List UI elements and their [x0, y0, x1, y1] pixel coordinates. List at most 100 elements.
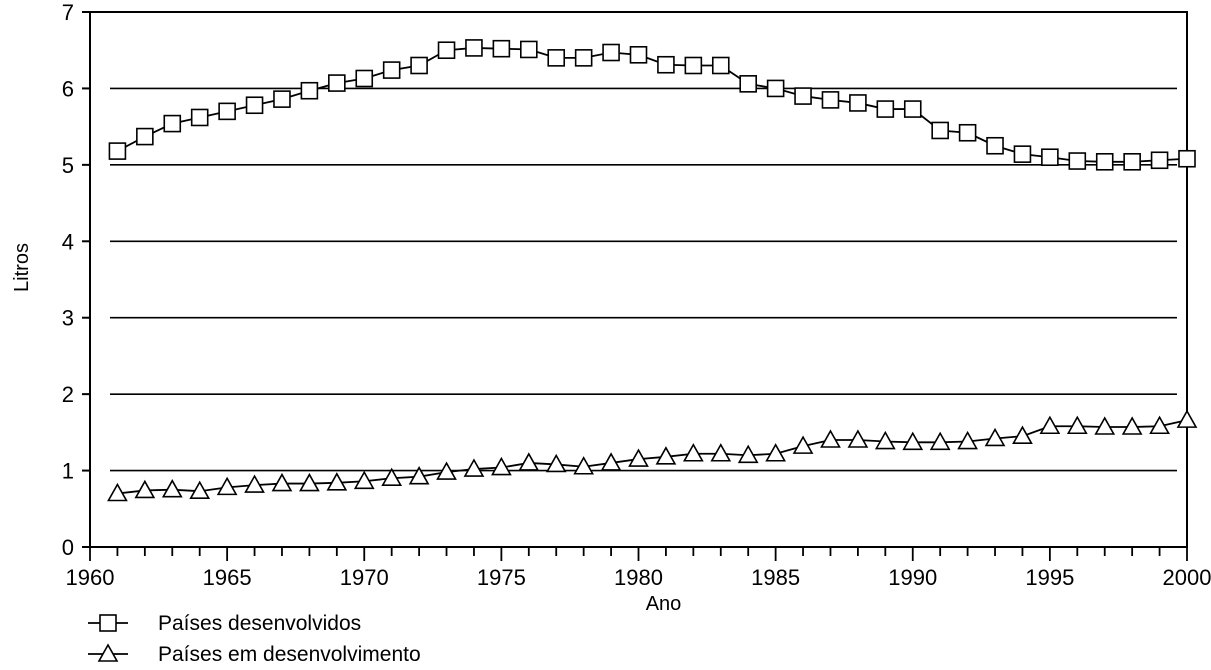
data-point-0-2000: [1178, 149, 1196, 168]
data-point-1-1964: [189, 480, 211, 500]
x-tick-label-1995: 1995: [1025, 565, 1074, 590]
data-point-1-1961: [107, 482, 128, 502]
data-point-0-1970: [355, 69, 374, 88]
y-tick-label-5: 5: [62, 153, 74, 178]
data-point-1-1996: [1066, 415, 1088, 435]
data-point-0-1974: [465, 39, 483, 57]
y-tick-label-4: 4: [62, 229, 74, 254]
series-1: [107, 409, 1198, 502]
data-point-1-1972: [408, 466, 430, 485]
y-tick-label-0: 0: [62, 535, 74, 560]
data-point-1-1969: [326, 472, 348, 491]
x-tick-label-1960: 1960: [66, 565, 115, 590]
y-tick-label-7: 7: [62, 0, 74, 25]
data-point-1-1971: [381, 467, 403, 487]
data-point-0-1986: [794, 87, 812, 105]
data-point-0-1964: [190, 108, 209, 127]
legend-item-developing: Países em desenvolvimento: [88, 643, 421, 666]
data-point-1-1989: [874, 430, 896, 450]
data-point-0-1985: [766, 79, 785, 98]
data-point-1-1995: [1039, 415, 1061, 435]
data-point-0-1999: [1150, 151, 1169, 170]
data-point-1-1965: [216, 476, 238, 496]
x-tick-label-2000: 2000: [1163, 565, 1211, 590]
data-point-1-1979: [600, 452, 622, 471]
x-tick-label-1990: 1990: [888, 565, 937, 590]
y-tick-label-6: 6: [62, 76, 74, 101]
data-point-1-1984: [737, 444, 759, 464]
data-point-1-1988: [847, 429, 869, 448]
legend-label-developing: Países em desenvolvimento: [158, 643, 421, 666]
data-point-0-1973: [437, 41, 456, 60]
y-axis-title: Litros: [11, 243, 33, 292]
data-point-0-1995: [1041, 148, 1059, 167]
data-point-0-1996: [1068, 152, 1087, 170]
data-point-0-1961: [108, 142, 127, 160]
x-tick-label-1985: 1985: [751, 565, 800, 590]
data-point-1-1967: [271, 472, 293, 492]
data-point-0-1963: [163, 114, 182, 133]
data-point-0-1991: [931, 121, 949, 140]
data-point-1-1974: [463, 458, 485, 477]
legend-triangle-marker-icon: [88, 643, 128, 662]
data-point-1-1983: [710, 443, 732, 462]
data-point-1-1987: [820, 429, 841, 448]
data-point-1-1970: [353, 470, 375, 490]
data-point-1-1981: [655, 446, 677, 465]
data-point-1-1976: [518, 452, 540, 471]
data-point-0-1984: [739, 75, 758, 93]
data-point-0-1980: [629, 45, 648, 64]
data-point-1-1968: [299, 472, 320, 492]
data-point-0-1983: [711, 56, 730, 75]
legend-marker-0: [99, 614, 117, 632]
gridlines: [110, 87, 1177, 472]
data-point-0-1976: [519, 40, 538, 59]
data-point-0-1993: [986, 136, 1004, 155]
x-tick-label-1970: 1970: [340, 565, 389, 590]
data-point-0-1994: [1013, 145, 1032, 163]
y-tick-label-3: 3: [62, 306, 74, 331]
data-point-1-1992: [957, 430, 978, 450]
data-point-0-1969: [328, 74, 346, 92]
data-point-1-1997: [1094, 416, 1116, 435]
data-point-1-1975: [491, 456, 512, 476]
series-0: [108, 39, 1196, 171]
data-point-0-1971: [382, 61, 401, 79]
data-point-0-1962: [136, 127, 154, 146]
data-point-1-1985: [765, 443, 786, 462]
data-point-1-1990: [902, 431, 924, 451]
data-point-0-1967: [273, 90, 291, 108]
data-series: [107, 39, 1198, 502]
data-point-0-1981: [657, 55, 675, 74]
data-point-1-1982: [682, 443, 704, 462]
data-point-0-1978: [574, 49, 593, 67]
y-tick-label-1: 1: [62, 459, 74, 484]
series-line-1: [117, 419, 1188, 495]
data-point-1-2000: [1176, 409, 1198, 428]
y-tick-label-2: 2: [62, 382, 74, 407]
legend-label-developed: Países desenvolvidos: [158, 612, 361, 635]
x-tick-label-1975: 1975: [477, 565, 526, 590]
data-point-1-1999: [1149, 415, 1170, 435]
series-line-0: [117, 47, 1188, 163]
data-point-0-1997: [1095, 153, 1114, 171]
data-point-1-1978: [573, 456, 595, 475]
data-point-0-1987: [821, 91, 840, 109]
data-point-1-1963: [161, 479, 183, 498]
data-point-0-1992: [958, 123, 977, 142]
data-point-0-1965: [218, 102, 236, 121]
data-point-0-1979: [602, 43, 620, 62]
data-point-0-1988: [849, 94, 867, 112]
data-point-1-1993: [984, 427, 1006, 447]
data-point-1-1998: [1121, 416, 1143, 435]
data-point-0-1982: [684, 56, 703, 75]
x-axis-title: Ano: [646, 593, 682, 615]
x-tick-label-1965: 1965: [203, 565, 252, 590]
data-point-0-1975: [492, 39, 511, 58]
y-axis: 0 1 2 3 4 5 6 7: [62, 0, 90, 560]
data-point-1-1977: [545, 453, 567, 473]
data-point-0-1977: [547, 49, 566, 67]
data-point-1-1962: [134, 479, 156, 499]
data-point-0-1972: [410, 56, 428, 75]
data-point-1-1991: [929, 431, 951, 451]
